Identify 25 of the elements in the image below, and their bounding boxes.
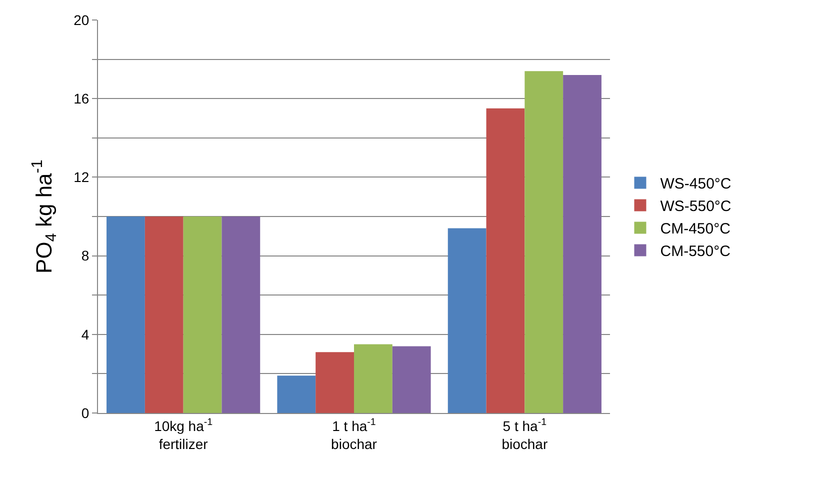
bar <box>106 216 145 413</box>
y-tick-label: 8 <box>81 248 90 264</box>
bar <box>316 352 354 413</box>
y-tick-label: 16 <box>74 90 90 106</box>
legend-label: WS-450°C <box>660 176 732 193</box>
legend-label: WS-550°C <box>660 198 732 216</box>
bar <box>144 216 184 413</box>
y-tick-label: 12 <box>74 169 90 186</box>
x-tick-label: 10kg ha$^{-1}$ fertilizer <box>154 416 213 452</box>
bar <box>524 71 564 413</box>
legend-label: CM-450°C <box>660 220 731 238</box>
y-tick-label: 0 <box>81 404 90 421</box>
x-tick-label: 1 t ha$^{-1}$ biochar <box>331 416 378 452</box>
bar <box>183 216 222 413</box>
y-tick-label: 4 <box>81 326 90 342</box>
bar <box>563 75 602 413</box>
bar <box>486 108 525 413</box>
bar <box>392 346 431 413</box>
bar <box>277 376 316 413</box>
bar <box>448 228 486 413</box>
x-tick-label: 5 t ha$^{-1}$ biochar <box>502 416 548 452</box>
y-tick-label: 20 <box>74 12 90 28</box>
legend-label: CM-550°C <box>660 243 731 260</box>
bar <box>222 216 260 413</box>
bar <box>354 344 392 413</box>
